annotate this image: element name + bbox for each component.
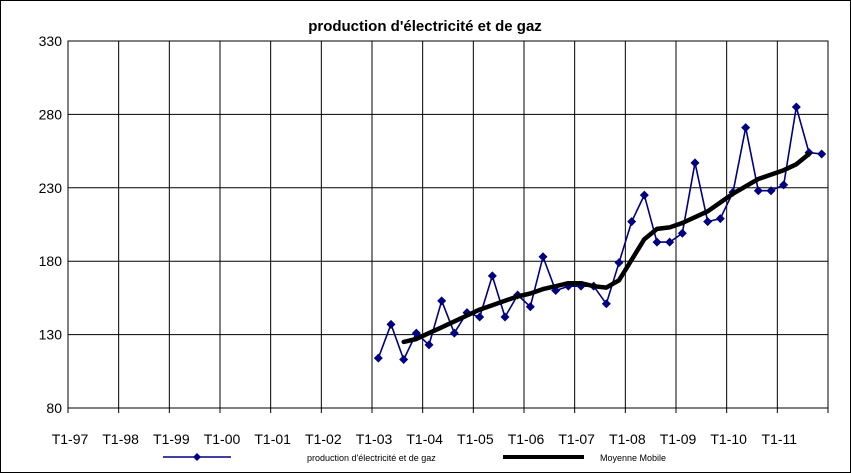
- data-point: [753, 186, 763, 196]
- data-point: [500, 312, 510, 322]
- data-point: [614, 258, 624, 268]
- data-point: [437, 296, 447, 306]
- y-tick-label: 180: [39, 253, 63, 269]
- data-point: [817, 149, 827, 159]
- data-point: [487, 271, 497, 281]
- y-tick-label: 80: [46, 400, 62, 416]
- x-tick-label: T1-99: [153, 431, 190, 447]
- x-tick-label: T1-98: [102, 431, 139, 447]
- legend: production d'électricité et de gaz Moyen…: [163, 453, 666, 463]
- x-tick-label: T1-09: [660, 431, 697, 447]
- series-line-production: [377, 106, 823, 361]
- legend-marker-production: [193, 453, 201, 461]
- legend-label-moyenne-mobile: Moyenne Mobile: [600, 453, 666, 463]
- x-tick-label: T1-03: [356, 431, 393, 447]
- data-point: [627, 217, 637, 227]
- x-tick-label: T1-11: [762, 431, 798, 447]
- y-tick-label: 330: [39, 33, 63, 49]
- data-point: [715, 214, 725, 224]
- x-tick-label: T1-07: [558, 431, 595, 447]
- data-point: [411, 328, 421, 338]
- data-point: [690, 158, 700, 168]
- x-tick-label: T1-97: [52, 431, 89, 447]
- x-axis: T1-97 T1-98 T1-99 T1-00 T1-01 T1-02 T1-03 T1-04…: [52, 431, 798, 447]
- data-point: [373, 353, 383, 363]
- y-tick-label: 280: [39, 106, 63, 122]
- data-point: [741, 123, 751, 133]
- legend-label-production: production d'électricité et de gaz: [307, 453, 436, 463]
- x-tick-label: T1-02: [305, 431, 342, 447]
- data-point: [766, 186, 776, 196]
- plot-area: [67, 40, 829, 409]
- data-point: [677, 228, 687, 238]
- data-point: [449, 328, 459, 338]
- data-point: [386, 319, 396, 329]
- data-point: [639, 190, 649, 200]
- x-tick-label: T1-05: [457, 431, 494, 447]
- data-point: [652, 237, 662, 247]
- x-tick-label: T1-06: [508, 431, 545, 447]
- data-point: [665, 237, 675, 247]
- data-point: [424, 340, 434, 350]
- y-tick-label: 130: [39, 327, 63, 343]
- data-point: [703, 217, 713, 227]
- data-point: [525, 302, 535, 312]
- data-point: [538, 252, 548, 262]
- y-axis: 80 130 180 230 280 330: [39, 33, 63, 416]
- x-tick-label: T1-04: [406, 431, 443, 447]
- data-point: [791, 102, 801, 112]
- x-tick-label: T1-01: [254, 431, 291, 447]
- x-tick-label: T1-08: [609, 431, 646, 447]
- data-point: [475, 312, 485, 322]
- chart-title: production d'électricité et de gaz: [308, 18, 542, 35]
- series-line-moyenne-mobile: [401, 151, 812, 345]
- x-tick-label: T1-00: [204, 431, 241, 447]
- data-point: [779, 180, 789, 190]
- data-point: [601, 299, 611, 309]
- y-tick-label: 230: [39, 180, 63, 196]
- series-layer: [373, 102, 827, 365]
- x-tick-label: T1-10: [710, 431, 747, 447]
- data-point: [399, 355, 409, 365]
